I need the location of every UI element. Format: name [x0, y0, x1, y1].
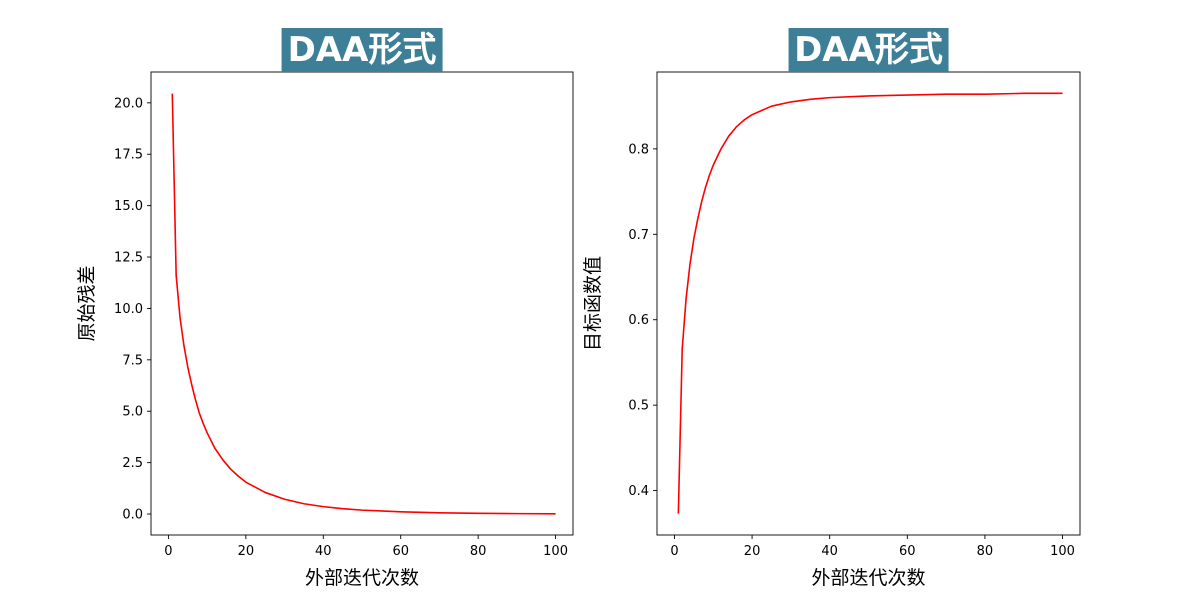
objective-y-tick-label: 0.6 [628, 313, 649, 328]
residual-x-axis-label: 外部迭代次数 [305, 567, 419, 589]
objective-chart-title: DAA形式 [788, 28, 949, 72]
objective-x-axis-label: 外部迭代次数 [811, 567, 925, 589]
residual-x-tick-label: 0 [164, 544, 172, 559]
residual-y-tick-label: 20.0 [114, 96, 143, 111]
objective-x-tick-label: 60 [899, 544, 916, 559]
objective-y-tick-label: 0.4 [628, 484, 649, 499]
objective-y-axis-label: 目标函数值 [582, 256, 604, 351]
residual-series-line [171, 93, 556, 515]
objective-y-tick-label: 0.7 [628, 228, 649, 243]
objective-x-tick-label: 100 [1050, 544, 1075, 559]
objective-y-tick-label: 0.5 [628, 399, 649, 414]
residual-y-tick-label: 5.0 [122, 405, 143, 420]
residual-y-tick-label: 10.0 [114, 302, 143, 317]
objective-x-tick-label: 0 [670, 544, 678, 559]
residual-chart-title: DAA形式 [281, 28, 443, 72]
residual-y-axis-label: 原始残差 [76, 265, 98, 341]
residual-y-tick-label: 2.5 [122, 456, 143, 471]
objective-x-tick-label: 20 [744, 544, 761, 559]
residual-x-tick-label: 20 [238, 544, 255, 559]
objective-plot-frame [656, 71, 1081, 536]
objective-series-line [677, 92, 1063, 514]
objective-x-tick-label: 80 [977, 544, 994, 559]
objective-x-tick-label: 40 [821, 544, 838, 559]
objective-chart-panel: 0 20 40 60 80 100 0.4 0.5 0.6 0.7 0.8 外部迭代次数 目标函数值 [582, 71, 1081, 589]
residual-chart-panel: 0 20 40 60 80 100 0.0 2.5 5.0 7.5 10.0 12.5 15.0 17.5… [76, 71, 574, 589]
residual-y-tick-label: 7.5 [122, 353, 143, 368]
residual-y-tick-label: 17.5 [114, 148, 143, 163]
residual-y-tick-label: 12.5 [114, 251, 143, 266]
residual-y-tick-label: 0.0 [122, 508, 143, 523]
residual-x-tick-label: 60 [392, 544, 409, 559]
residual-x-tick-label: 40 [315, 544, 332, 559]
objective-y-tick-label: 0.8 [628, 142, 649, 157]
residual-y-tick-label: 15.0 [114, 199, 143, 214]
residual-plot-frame [150, 71, 574, 536]
residual-x-tick-label: 80 [470, 544, 487, 559]
residual-x-tick-label: 100 [543, 544, 568, 559]
